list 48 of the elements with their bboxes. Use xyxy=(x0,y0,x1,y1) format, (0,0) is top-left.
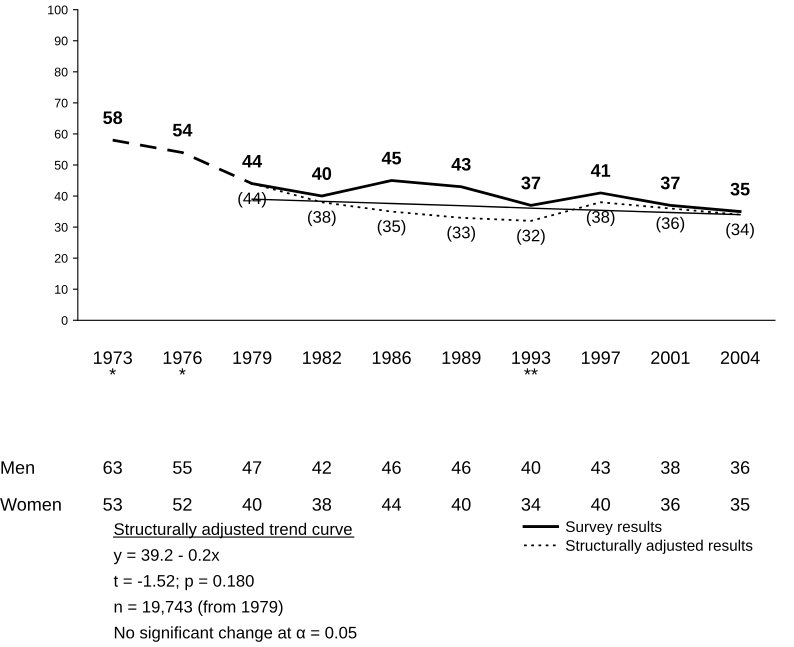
data-label: 54 xyxy=(172,124,192,136)
data-label: 43 xyxy=(451,158,471,171)
y-tick-label: 10 xyxy=(55,285,68,294)
data-label: 40 xyxy=(312,167,332,180)
y-tick-label: 40 xyxy=(54,192,68,201)
data-label: (34) xyxy=(726,223,754,239)
y-tick-label: 100 xyxy=(48,6,68,14)
y-tick-label: 90 xyxy=(54,36,68,46)
x-tick-label: 1979 xyxy=(233,351,272,364)
data-label: 44 xyxy=(242,154,262,168)
data-label: (38) xyxy=(586,210,614,226)
x-tick-label: 1989 xyxy=(442,351,480,364)
text: n = 19,743 (from 1979) xyxy=(114,600,283,616)
data-label: 58 xyxy=(103,111,122,124)
text: t = -1.52; p = 0.180 xyxy=(114,574,254,590)
x-tick-label: 1986 xyxy=(372,351,411,364)
data-label: 41 xyxy=(590,164,610,177)
y-tick-label: 20 xyxy=(54,254,68,263)
data-label: (38) xyxy=(308,210,336,226)
legend-label: Structurally adjusted results xyxy=(566,540,752,554)
x-tick-label: 1976 * xyxy=(164,351,202,375)
x-tick-label: 2001 xyxy=(651,351,690,364)
y-tick-label: 70 xyxy=(54,98,68,108)
y-tick-label: 30 xyxy=(54,222,68,232)
data-label: 37 xyxy=(660,176,680,190)
y-tick-label: 60 xyxy=(54,130,68,139)
data-label: (35) xyxy=(378,220,406,236)
data-label: 35 xyxy=(730,182,750,196)
x-tick-label: 2004 xyxy=(720,351,760,364)
x-tick-label: 1993 ** xyxy=(512,351,550,375)
data-label: (36) xyxy=(656,216,684,232)
legend-label: Survey results xyxy=(566,520,662,536)
data-label: 37 xyxy=(521,176,540,190)
text: Women 53 52 40 38 44 40 34 40 36 35 xyxy=(0,498,750,511)
y-tick-label: 50 xyxy=(54,160,68,170)
text: No significant change at α = 0.05 xyxy=(114,626,356,642)
data-label: (32) xyxy=(517,229,545,245)
data-label: (44) xyxy=(238,192,266,208)
y-tick-label: 80 xyxy=(54,68,68,76)
text: Men 63 55 47 42 46 46 40 43 38 36 xyxy=(1,461,750,474)
y-tick-label: 0 xyxy=(62,316,68,325)
x-tick-label: 1997 xyxy=(582,351,620,364)
x-tick-label: 1982 xyxy=(303,351,341,364)
data-label: (33) xyxy=(447,226,476,242)
x-tick-label: 1973 * xyxy=(94,351,132,375)
data-label: 45 xyxy=(382,152,402,164)
text: Structurally adjusted trend curve xyxy=(114,522,352,538)
text: y = 39.2 - 0.2x xyxy=(114,549,220,564)
